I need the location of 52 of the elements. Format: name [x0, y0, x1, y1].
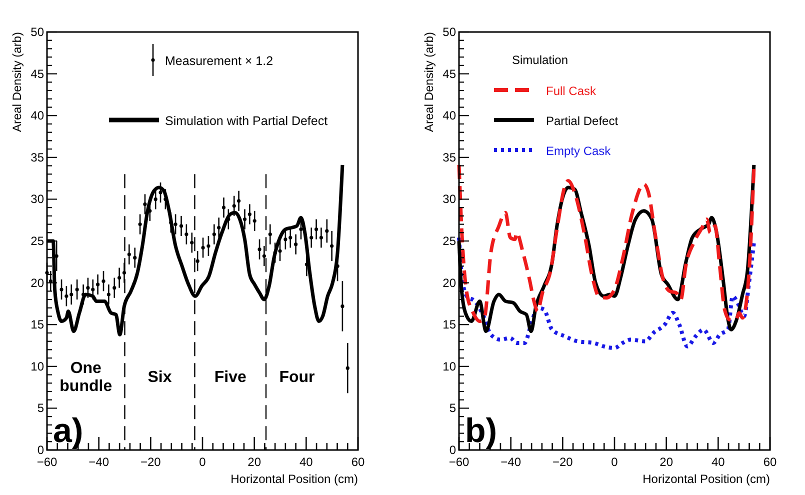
legend-label: Measurement × 1.2: [165, 54, 274, 68]
x-axis-title: Horizontal Position (cm): [642, 472, 770, 486]
text: b): [465, 412, 498, 450]
y-tick-label: 35: [442, 150, 456, 164]
y-tick-label: 30: [442, 192, 456, 206]
annotation: Six: [148, 369, 172, 386]
y-tick-label: 15: [442, 318, 456, 332]
y-tick-label: 20: [30, 276, 44, 290]
x-tick-label: −20: [140, 455, 162, 469]
legend-label: Simulation with Partial Defect: [165, 114, 328, 128]
y-tick-label: 50: [442, 25, 456, 39]
y-tick-label: 10: [30, 359, 44, 374]
y-tick-label: 45: [442, 66, 456, 81]
x-tick-label: 20: [248, 455, 262, 469]
y-axis-title: Areal Density (arb): [10, 32, 24, 132]
y-axis-title: Areal Density (arb): [422, 32, 436, 132]
x-tick-label: 60: [351, 455, 365, 469]
y-tick-label: 0: [449, 443, 456, 457]
x-tick-label: 40: [299, 455, 314, 469]
x-tick-label: 20: [660, 455, 674, 469]
y-tick-label: 40: [30, 108, 44, 123]
y-tick-label: 30: [30, 192, 44, 206]
legend-label: Partial Defect: [546, 114, 619, 128]
y-tick-label: 50: [30, 25, 44, 39]
y-tick-label: 10: [442, 359, 456, 374]
y-tick-label: 25: [30, 234, 44, 248]
y-tick-label: 45: [30, 66, 44, 81]
y-tick-label: 15: [30, 318, 44, 332]
x-tick-label: −20: [552, 455, 574, 469]
annotation: Five: [214, 369, 246, 386]
annotation: One bundle: [60, 360, 112, 395]
y-tick-label: 5: [37, 401, 44, 416]
x-tick-label: −40: [500, 455, 522, 469]
x-axis-title: Horizontal Position (cm): [230, 472, 358, 486]
legend-title: Simulation: [512, 53, 568, 67]
x-tick-label: 40: [711, 455, 726, 469]
y-tick-label: 20: [442, 276, 456, 290]
y-tick-label: 5: [449, 401, 456, 416]
legend-label: Empty Cask: [546, 144, 612, 158]
x-tick-label: −40: [88, 455, 110, 469]
y-tick-label: 25: [442, 234, 456, 248]
annotation: Four: [279, 369, 315, 386]
x-tick-label: 0: [199, 455, 206, 469]
y-tick-label: 35: [30, 150, 44, 164]
x-tick-label: 60: [763, 455, 777, 469]
y-tick-label: 40: [442, 108, 456, 123]
x-tick-label: −60: [36, 455, 58, 469]
legend-label: Full Cask: [546, 84, 598, 98]
x-tick-label: −60: [448, 455, 470, 469]
text: a): [53, 412, 84, 450]
x-tick-label: 0: [611, 455, 618, 469]
y-tick-label: 0: [37, 443, 44, 457]
